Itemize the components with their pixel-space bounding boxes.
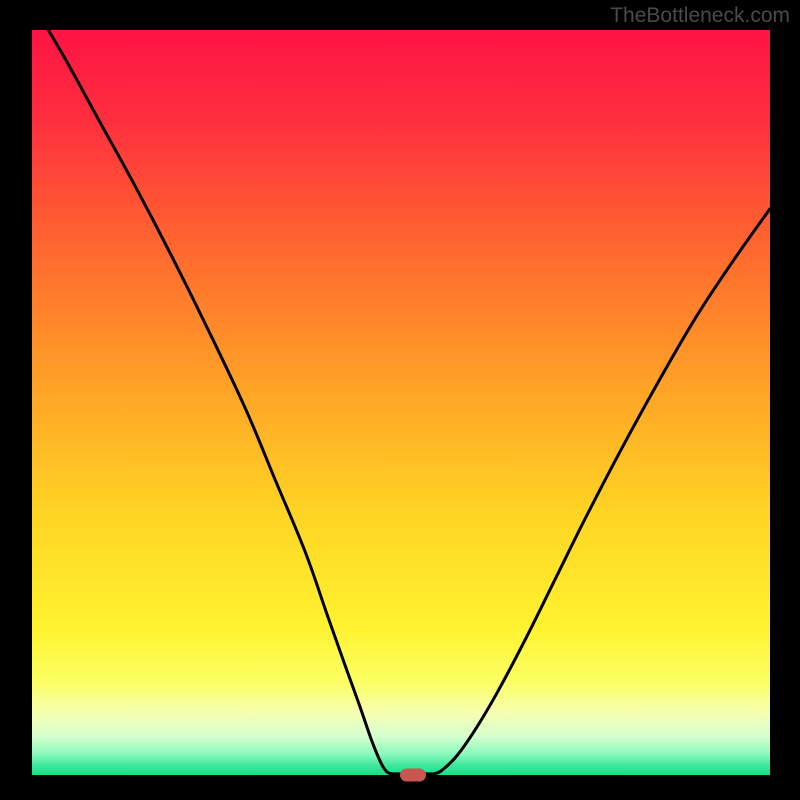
optimal-point-marker bbox=[400, 769, 426, 782]
bottleneck-chart bbox=[32, 30, 770, 775]
plot-area bbox=[32, 30, 770, 775]
right-curve bbox=[434, 209, 770, 774]
left-curve bbox=[32, 30, 391, 774]
watermark-text: TheBottleneck.com bbox=[610, 4, 790, 28]
chart-curves-layer bbox=[32, 30, 770, 775]
